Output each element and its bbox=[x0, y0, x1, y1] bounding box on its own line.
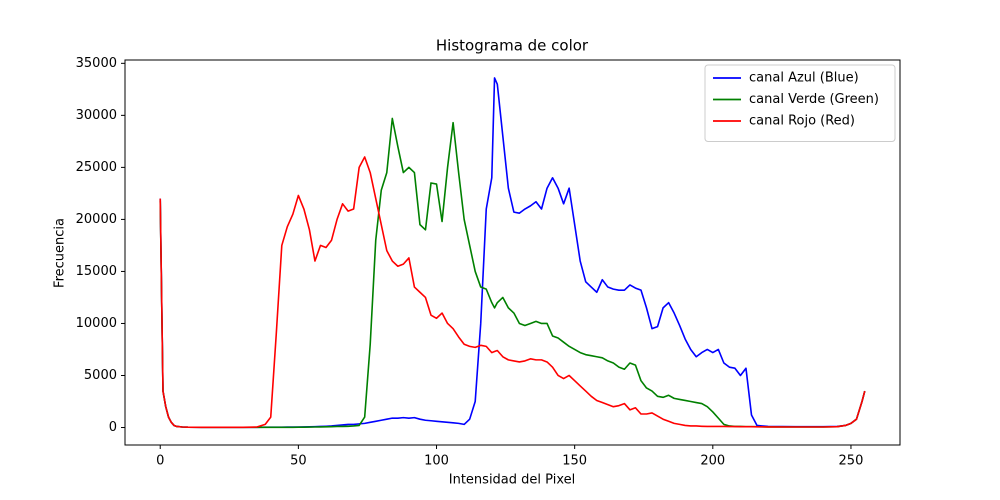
legend-label: canal Azul (Blue) bbox=[749, 71, 859, 86]
y-tick-label: 20000 bbox=[76, 212, 117, 227]
x-tick-label: 0 bbox=[156, 454, 164, 469]
y-axis-label: Frecuencia bbox=[53, 218, 68, 288]
y-tick-label: 10000 bbox=[76, 316, 117, 331]
legend-label: canal Rojo (Red) bbox=[749, 114, 855, 129]
y-tick-label: 30000 bbox=[76, 108, 117, 123]
legend-box bbox=[704, 64, 896, 142]
x-tick-label: 100 bbox=[424, 454, 449, 469]
series-line bbox=[159, 156, 866, 429]
legend-label: canal Verde (Green) bbox=[749, 92, 879, 107]
y-tick-label: 15000 bbox=[76, 264, 117, 279]
y-tick-label: 25000 bbox=[76, 160, 117, 175]
x-tick-label: 150 bbox=[562, 454, 587, 469]
chart-title: Histograma de color bbox=[436, 37, 589, 55]
plot-frame bbox=[124, 59, 901, 446]
x-tick-label: 200 bbox=[700, 454, 725, 469]
series-line bbox=[159, 117, 866, 429]
y-tick-label: 5000 bbox=[84, 368, 117, 383]
y-tick-label: 35000 bbox=[76, 56, 117, 71]
x-tick-label: 250 bbox=[839, 454, 864, 469]
x-tick-label: 50 bbox=[290, 454, 307, 469]
x-axis-label: Intensidad del Pixel bbox=[449, 473, 575, 488]
y-tick-label: 0 bbox=[109, 420, 117, 435]
